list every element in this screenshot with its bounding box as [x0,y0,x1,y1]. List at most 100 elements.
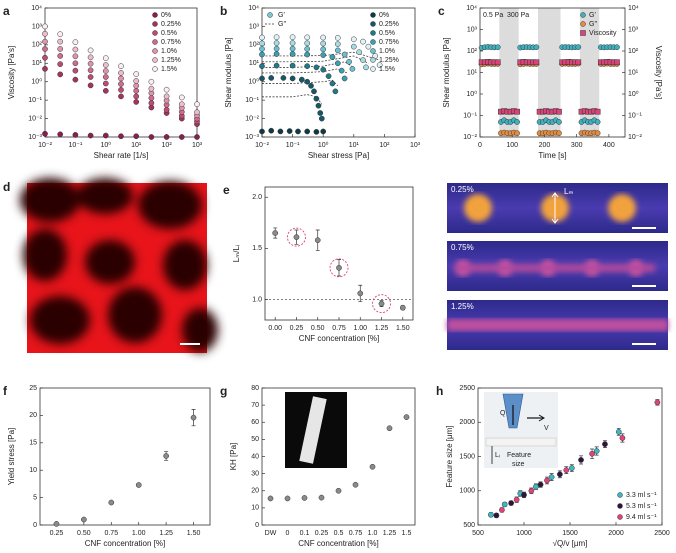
loss-modulus-line [262,79,339,87]
x-tick-label: 0.1 [300,530,310,537]
marker [557,471,563,478]
marker [42,65,48,72]
y-tick-label: 1000 [459,488,475,495]
marker [259,128,265,135]
y-tick-label: 5 [33,494,37,501]
marker [320,128,327,135]
marker [575,44,582,50]
marker [148,134,155,140]
panel-letter: d [3,180,10,194]
marker [57,53,64,59]
inset-label: Q [500,410,506,417]
y-tick-label: 10³ [249,23,260,30]
marker [334,60,341,67]
loss-modulus-line [262,61,354,68]
x-tick-label: 0.00 [268,325,282,332]
panel-letter: f [3,384,8,398]
legend-label: 1.0% [161,48,177,55]
y-tick-label: 10⁻³ [28,134,42,141]
x-axis-label: Time [s] [538,151,566,160]
marker [370,66,376,72]
y-tick-label: 10¹ [32,60,43,67]
x-tick-label: 0.50 [311,325,325,332]
x-tick-label: 10⁰ [318,141,329,149]
loss-modulus-line [262,55,369,64]
marker [594,119,601,125]
marker [163,86,170,93]
legend-label: G″ [589,21,597,28]
x-tick-label: DW [265,530,277,537]
marker [273,51,280,57]
y-tick-label: 500 [463,522,475,529]
marker [533,44,540,51]
marker [298,76,305,83]
plot-frame [264,186,414,321]
marker [332,88,339,95]
marker [369,463,376,470]
marker [295,128,301,135]
x-tick-label: 1.0 [368,530,378,537]
marker [494,44,501,51]
marker [350,43,357,50]
marker [57,31,64,38]
y-tick-label: 10⁰ [466,90,477,98]
y-tick-label: 10⁴ [31,5,42,12]
marker [42,130,48,137]
phase-label: 300 Pa [507,12,529,19]
marker [133,82,140,89]
y-tick-label: 70 [251,402,259,409]
marker [259,51,265,58]
legend-label: 1.0% [379,48,395,55]
x-tick-label: 10⁰ [101,141,112,149]
filament [447,319,668,331]
marker [341,75,348,82]
marker [152,39,158,45]
marker [259,75,265,82]
y-axis-label: Shear modulus [Pa] [442,37,451,107]
legend-label: G′ [589,12,596,19]
marker [499,507,505,513]
particles [20,178,218,352]
y-tick-label: 0 [255,522,259,529]
marker [289,51,296,57]
marker [614,59,620,66]
marker [268,75,275,81]
x-tick-label: 1.00 [132,530,146,537]
plot-frame [261,7,416,138]
x-tick-label: 10² [379,142,390,149]
x-tick-label: 200 [539,142,551,149]
x-tick-label: 1.25 [383,530,397,537]
x-tick-label: 10³ [192,142,203,149]
marker [118,133,124,140]
marker [273,34,280,41]
marker [42,54,48,61]
phase-band [579,8,600,137]
marker [329,80,336,87]
marker [346,58,352,65]
arrow-head [538,414,545,422]
y-tick-label: 10⁻² [463,134,477,141]
marker [617,492,623,498]
y-tick-label: 1500 [459,453,475,460]
inset-label: V [544,425,549,432]
marker [533,59,540,66]
x-tick-label: 1500 [562,530,578,537]
x-tick-label: 10¹ [349,142,360,149]
marker [334,41,341,47]
y-tick-label: 1.0 [252,296,262,303]
marker [386,425,393,432]
marker [163,93,170,100]
marker [259,40,265,47]
marker [163,106,170,113]
marker [320,40,327,47]
marker [57,131,64,138]
marker [352,481,359,488]
marker [370,39,376,45]
marker [152,30,158,36]
legend-label: 1.5% [161,66,177,73]
legend-label: 0.75% [379,39,399,46]
marker [304,63,311,69]
marker [268,127,275,134]
phase-band [538,8,561,137]
